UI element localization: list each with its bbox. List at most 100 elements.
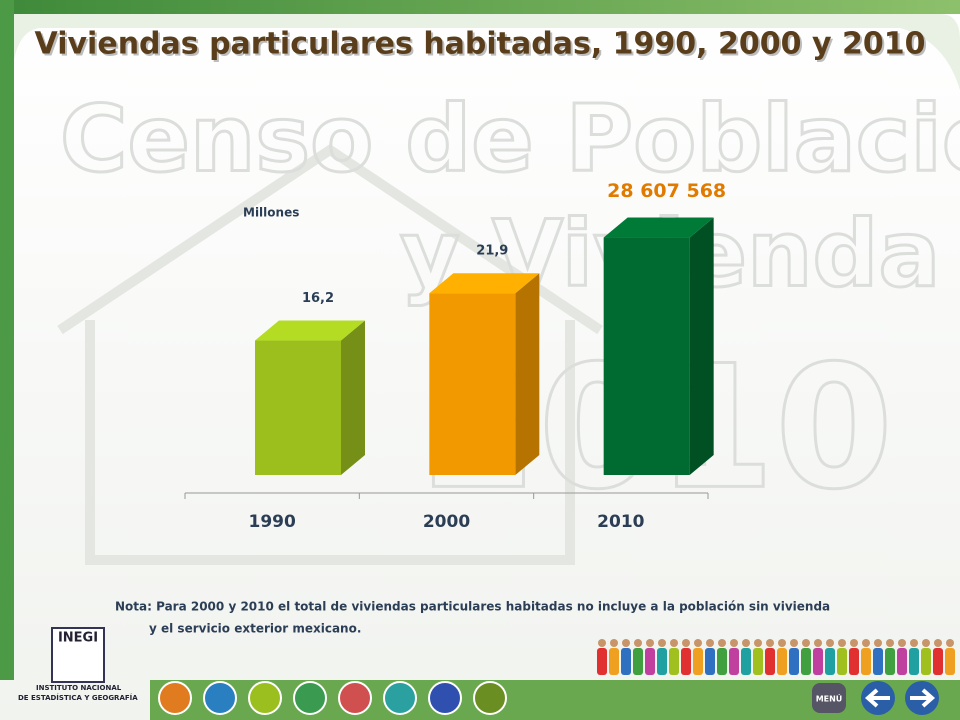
person-body xyxy=(873,648,883,675)
person-head xyxy=(838,639,846,647)
person-body xyxy=(645,648,655,675)
bar-side xyxy=(515,273,540,475)
person-head xyxy=(754,639,762,647)
frame-curve xyxy=(14,14,960,90)
person-head xyxy=(598,639,606,647)
toolbar-icon[interactable] xyxy=(293,681,327,715)
x-tick-label: 2000 xyxy=(423,512,470,532)
person-body xyxy=(693,648,703,675)
person-body xyxy=(633,648,643,675)
toolbar-icon[interactable] xyxy=(158,681,192,715)
person-body xyxy=(885,648,895,675)
logo: INEGI INSTITUTO NACIONAL DE ESTADÍSTICA … xyxy=(18,627,138,702)
person-head xyxy=(802,639,810,647)
person-head xyxy=(610,639,618,647)
toolbar-icon[interactable] xyxy=(203,681,237,715)
value-label: 28 607 568 xyxy=(607,180,726,202)
person-body xyxy=(945,648,955,675)
logo-name: INEGI xyxy=(58,631,98,646)
note: Nota: Para 2000 y 2010 el total de vivie… xyxy=(115,600,830,614)
person-body xyxy=(597,648,607,675)
person-head xyxy=(862,639,870,647)
person-body xyxy=(837,648,847,675)
menu-label[interactable]: MENÚ xyxy=(816,693,843,704)
toolbar-icon[interactable] xyxy=(338,681,372,715)
back-arrow xyxy=(864,688,890,708)
person-body xyxy=(921,648,931,675)
bar-top xyxy=(255,320,365,341)
frame-top xyxy=(0,0,960,14)
house-outline xyxy=(57,143,603,565)
menu-button[interactable] xyxy=(812,683,846,713)
person-body xyxy=(717,648,727,675)
toolbar-icon[interactable] xyxy=(383,681,417,715)
person-head xyxy=(922,639,930,647)
person-head xyxy=(826,639,834,647)
person-head xyxy=(658,639,666,647)
bar-top xyxy=(603,217,714,238)
title: Viviendas particulares habitadas, 1990, … xyxy=(35,27,926,62)
person-head xyxy=(730,639,738,647)
person-body xyxy=(801,648,811,675)
person-head xyxy=(898,639,906,647)
toolbar-icon[interactable] xyxy=(428,681,462,715)
person-body xyxy=(609,648,619,675)
toolbar-icon[interactable] xyxy=(473,681,507,715)
person-body xyxy=(861,648,871,675)
person-head xyxy=(850,639,858,647)
person-body xyxy=(705,648,715,675)
person-head xyxy=(814,639,822,647)
person-body xyxy=(909,648,919,675)
person-body xyxy=(849,648,859,675)
person-head xyxy=(766,639,774,647)
person-body xyxy=(753,648,763,675)
unit-label: Millones xyxy=(243,206,299,220)
person-body xyxy=(825,648,835,675)
person-body xyxy=(729,648,739,675)
person-head xyxy=(706,639,714,647)
person-head xyxy=(778,639,786,647)
value-label: 21,9 xyxy=(476,244,508,259)
frame-left xyxy=(0,0,14,680)
person-head xyxy=(886,639,894,647)
person-head xyxy=(622,639,630,647)
person-body xyxy=(789,648,799,675)
toolbar-icon[interactable] xyxy=(248,681,282,715)
person-body xyxy=(897,648,907,675)
watermark: Censo de Población xyxy=(60,85,960,192)
bar xyxy=(429,293,516,475)
bar xyxy=(255,340,341,475)
person-head xyxy=(646,639,654,647)
person-head xyxy=(934,639,942,647)
person-body xyxy=(777,648,787,675)
person-head xyxy=(670,639,678,647)
person-head xyxy=(910,639,918,647)
person-body xyxy=(621,648,631,675)
person-body xyxy=(933,648,943,675)
next-arrow xyxy=(910,688,936,708)
bar xyxy=(603,237,690,475)
person-head xyxy=(742,639,750,647)
person-head xyxy=(946,639,954,647)
person-head xyxy=(718,639,726,647)
logo-box xyxy=(51,627,105,683)
note: y el servicio exterior mexicano. xyxy=(149,622,361,636)
person-body xyxy=(657,648,667,675)
person-body xyxy=(669,648,679,675)
title-shadow: Viviendas particulares habitadas, 1990, … xyxy=(37,29,928,64)
person-head xyxy=(634,639,642,647)
person-head xyxy=(874,639,882,647)
value-label: 16,2 xyxy=(302,291,334,306)
x-tick-label: 2010 xyxy=(597,512,644,532)
person-head xyxy=(694,639,702,647)
person-head xyxy=(682,639,690,647)
bar-top xyxy=(429,273,540,294)
bar-side xyxy=(689,217,714,475)
person-body xyxy=(813,648,823,675)
person-body xyxy=(681,648,691,675)
bar-side xyxy=(341,320,365,475)
x-tick-label: 1990 xyxy=(249,512,296,532)
person-body xyxy=(765,648,775,675)
person-body xyxy=(741,648,751,675)
